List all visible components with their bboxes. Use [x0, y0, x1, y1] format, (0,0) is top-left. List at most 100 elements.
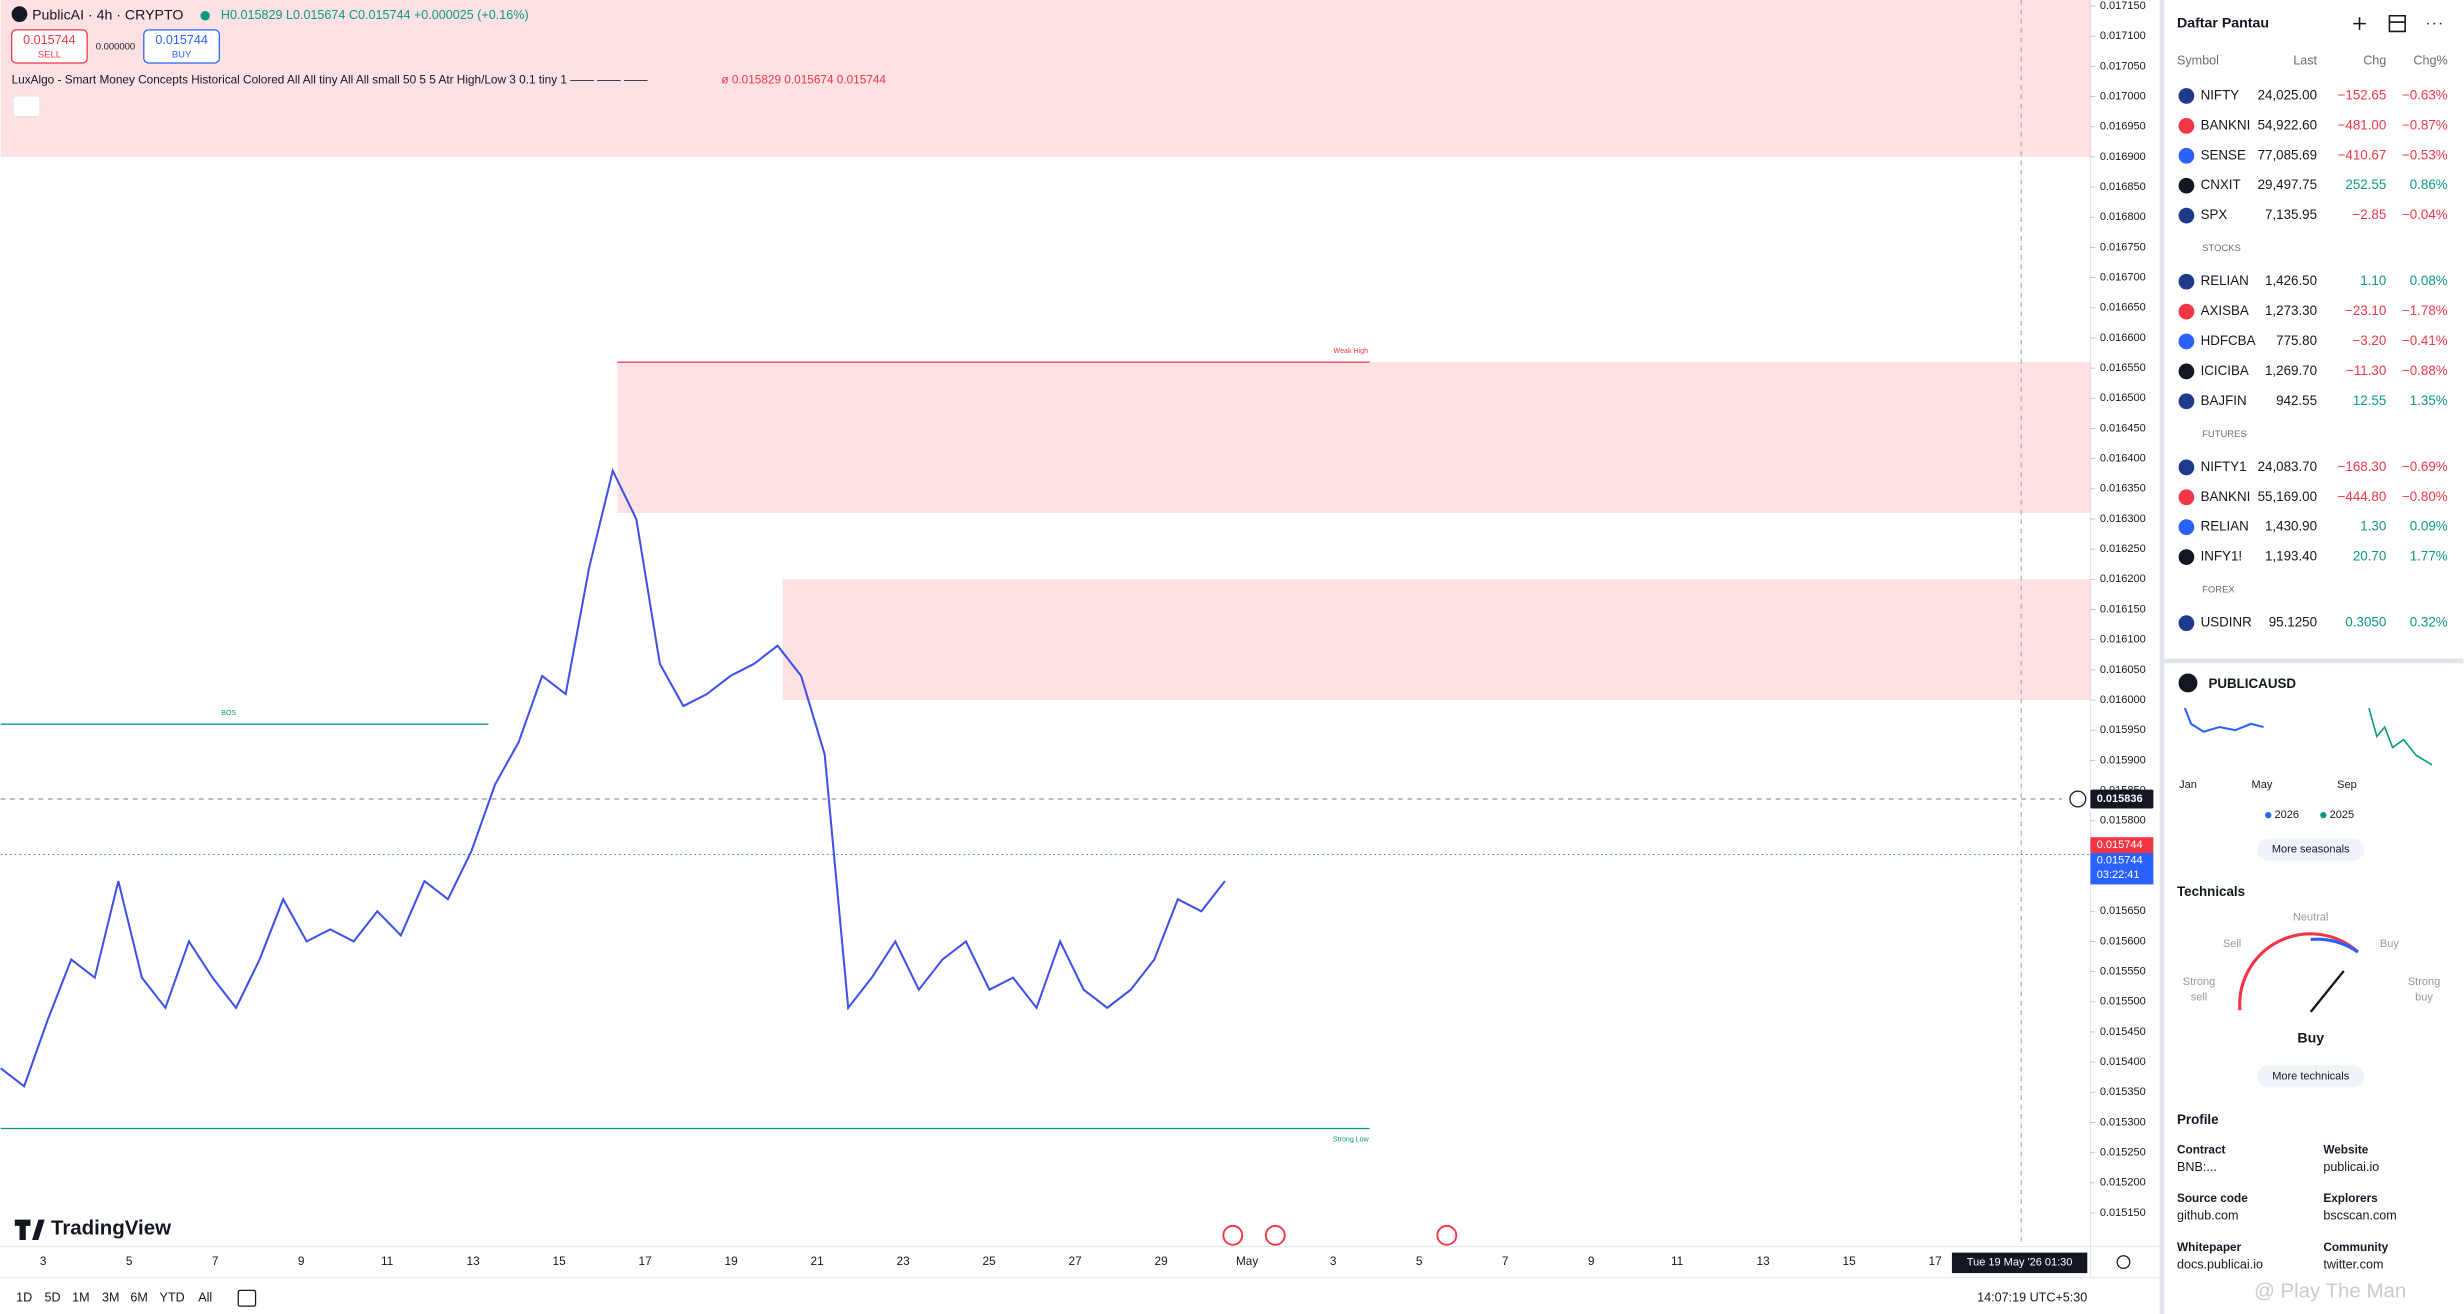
- y-tick-label: 0.016250: [2100, 543, 2146, 555]
- watch-change-pct: 0.32%: [2410, 615, 2448, 630]
- y-tick-label: 0.016300: [2100, 513, 2146, 525]
- sell-button[interactable]: [11, 29, 88, 64]
- range-button[interactable]: 1D: [16, 1291, 32, 1305]
- range-button[interactable]: All: [198, 1291, 212, 1305]
- add-symbol[interactable]: [2353, 17, 2366, 30]
- settings-icon[interactable]: [2116, 1255, 2131, 1269]
- date-range-icon[interactable]: [237, 1289, 257, 1307]
- indicator-legend: LuxAlgo - Smart Money Concepts Historica…: [12, 72, 648, 86]
- y-tick-label: 0.015500: [2100, 996, 2146, 1008]
- watch-change: −3.20: [2352, 333, 2386, 348]
- watch-last: 1,430.90: [2265, 519, 2317, 534]
- watch-last: 54,922.60: [2258, 117, 2317, 132]
- watch-symbol[interactable]: SENSE: [2201, 147, 2246, 162]
- section-header[interactable]: STOCKS: [2202, 243, 2241, 254]
- x-tick-label: 7: [1502, 1254, 1509, 1268]
- range-button[interactable]: 1M: [72, 1291, 89, 1305]
- symbol-icon: [2178, 615, 2195, 632]
- gauge-buy: Buy: [2380, 938, 2399, 950]
- y-tick-label: 0.016150: [2100, 603, 2146, 615]
- watch-symbol[interactable]: USDINR: [2201, 615, 2253, 630]
- x-tick-label: May: [1236, 1254, 1258, 1268]
- gauge-strong-buy: Strong: [2408, 976, 2440, 988]
- sell-button-label: SELL: [38, 50, 61, 61]
- y-tick-label: 0.015950: [2100, 724, 2146, 736]
- watch-change: 0.3050: [2345, 615, 2386, 630]
- cursor-date-box: [1951, 1252, 2088, 1274]
- y-tick-label: 0.016650: [2100, 302, 2146, 314]
- watch-last: 29,497.75: [2258, 177, 2317, 192]
- range-button[interactable]: 3M: [102, 1291, 119, 1305]
- profile-value[interactable]: BNB:...: [2177, 1160, 2217, 1174]
- watch-symbol[interactable]: BAJFIN: [2201, 393, 2247, 408]
- profile-value[interactable]: twitter.com: [2323, 1258, 2383, 1272]
- x-tick-label: 17: [639, 1254, 652, 1268]
- y-tick-label: 0.015450: [2100, 1026, 2146, 1038]
- sell-price-label: 0.015744: [2097, 839, 2143, 851]
- last-price-label: 0.015744: [2097, 855, 2143, 867]
- spread: 0.000000: [96, 42, 135, 53]
- event-flag[interactable]: [1264, 1224, 1286, 1246]
- profile-value[interactable]: publicai.io: [2323, 1160, 2379, 1174]
- buy-button[interactable]: [143, 29, 220, 64]
- watch-symbol[interactable]: NIFTY1: [2201, 459, 2247, 474]
- crosshair-plus[interactable]: [2069, 790, 2087, 808]
- profile-value[interactable]: github.com: [2177, 1209, 2239, 1223]
- y-tick-label: 0.015250: [2100, 1147, 2146, 1159]
- watch-symbol[interactable]: BANKNI: [2201, 117, 2251, 132]
- symbol-icon: [2178, 489, 2195, 506]
- symbol-icon: [2178, 393, 2195, 410]
- watch-symbol[interactable]: ICICIBA: [2201, 363, 2249, 378]
- event-flag[interactable]: [1222, 1224, 1244, 1246]
- seasonal-month: May: [2252, 779, 2273, 791]
- profile-value[interactable]: docs.publicai.io: [2177, 1258, 2263, 1272]
- section-header[interactable]: FOREX: [2202, 585, 2235, 596]
- profile-label: Contract: [2177, 1142, 2226, 1156]
- symbol-icon: [2178, 118, 2195, 134]
- price-line: [0, 467, 1226, 1088]
- detail-symbol[interactable]: PUBLICAUSD: [2208, 676, 2296, 691]
- section-header[interactable]: FUTURES: [2202, 429, 2247, 440]
- range-button[interactable]: YTD: [160, 1291, 185, 1305]
- y-tick-label: 0.016850: [2100, 181, 2146, 193]
- watch-symbol[interactable]: RELIAN: [2201, 273, 2249, 288]
- watch-change: 20.70: [2353, 549, 2386, 564]
- watch-symbol[interactable]: INFY1!: [2201, 549, 2243, 564]
- watch-symbol[interactable]: AXISBA: [2201, 303, 2249, 318]
- gauge-strong-buy: buy: [2415, 992, 2433, 1004]
- collapse-legend[interactable]: [12, 95, 41, 117]
- year-dot: [2265, 812, 2272, 819]
- level-label: Weak High: [1334, 347, 1369, 355]
- watch-symbol[interactable]: NIFTY: [2201, 88, 2240, 103]
- watch-symbol[interactable]: RELIAN: [2201, 519, 2249, 534]
- market-status: [200, 11, 210, 21]
- y-tick-label: 0.016000: [2100, 694, 2146, 706]
- level-label: Strong Low: [1333, 1135, 1370, 1143]
- range-button[interactable]: 5D: [45, 1291, 61, 1305]
- y-tick-label: 0.016900: [2100, 151, 2146, 163]
- range-button[interactable]: 6M: [130, 1291, 147, 1305]
- more-technicals-button[interactable]: [2257, 1065, 2365, 1088]
- watch-symbol[interactable]: SPX: [2201, 207, 2228, 222]
- more-seasonals-button[interactable]: [2257, 838, 2365, 861]
- year-label: 2026: [2275, 809, 2299, 821]
- watch-symbol[interactable]: BANKNI: [2201, 489, 2251, 504]
- watch-last: 942.55: [2276, 393, 2317, 408]
- column-header: Chg%: [2413, 54, 2447, 68]
- watch-symbol[interactable]: CNXIT: [2201, 177, 2241, 192]
- symbol-icon: [2178, 519, 2195, 536]
- watchlist-title[interactable]: Daftar Pantau: [2177, 15, 2269, 31]
- event-flag[interactable]: [1436, 1224, 1458, 1246]
- profile-value[interactable]: bscscan.com: [2323, 1209, 2396, 1223]
- watch-change-pct: −0.04%: [2402, 207, 2448, 222]
- watch-symbol[interactable]: HDFCBA: [2201, 333, 2256, 348]
- supply-zone: [617, 362, 2091, 513]
- y-tick-label: 0.015650: [2100, 905, 2146, 917]
- symbol-title[interactable]: PublicAI · 4h · CRYPTO: [32, 7, 183, 23]
- watermark: @ Play The Man: [2254, 1279, 2406, 1302]
- watchlist-layout[interactable]: [2388, 14, 2406, 33]
- y-tick-label: 0.015200: [2100, 1177, 2146, 1189]
- symbol-icon: [2178, 333, 2195, 350]
